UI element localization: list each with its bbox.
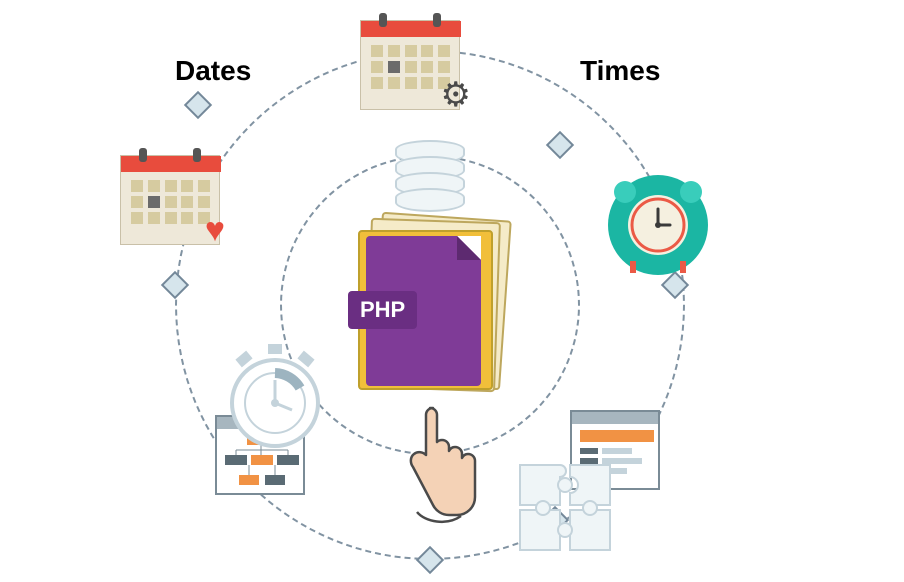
- php-badge: PHP: [348, 291, 417, 329]
- alarm-clock-icon: [608, 175, 708, 275]
- label-times: Times: [580, 55, 660, 87]
- heart-icon: ♥: [205, 211, 225, 250]
- infographic-canvas: Dates Times ♥: [0, 0, 904, 582]
- diamond-icon: [184, 91, 212, 119]
- label-dates: Dates: [175, 55, 251, 87]
- calendar-heart-icon: ♥: [120, 155, 220, 245]
- database-icon: [395, 140, 465, 215]
- gear-icon: ⚙: [441, 75, 471, 115]
- puzzle-icon: [515, 460, 615, 550]
- stopwatch-icon: [225, 340, 325, 450]
- hand-pointer-icon: [395, 400, 485, 535]
- calendar-gear-icon: ⚙: [360, 20, 460, 110]
